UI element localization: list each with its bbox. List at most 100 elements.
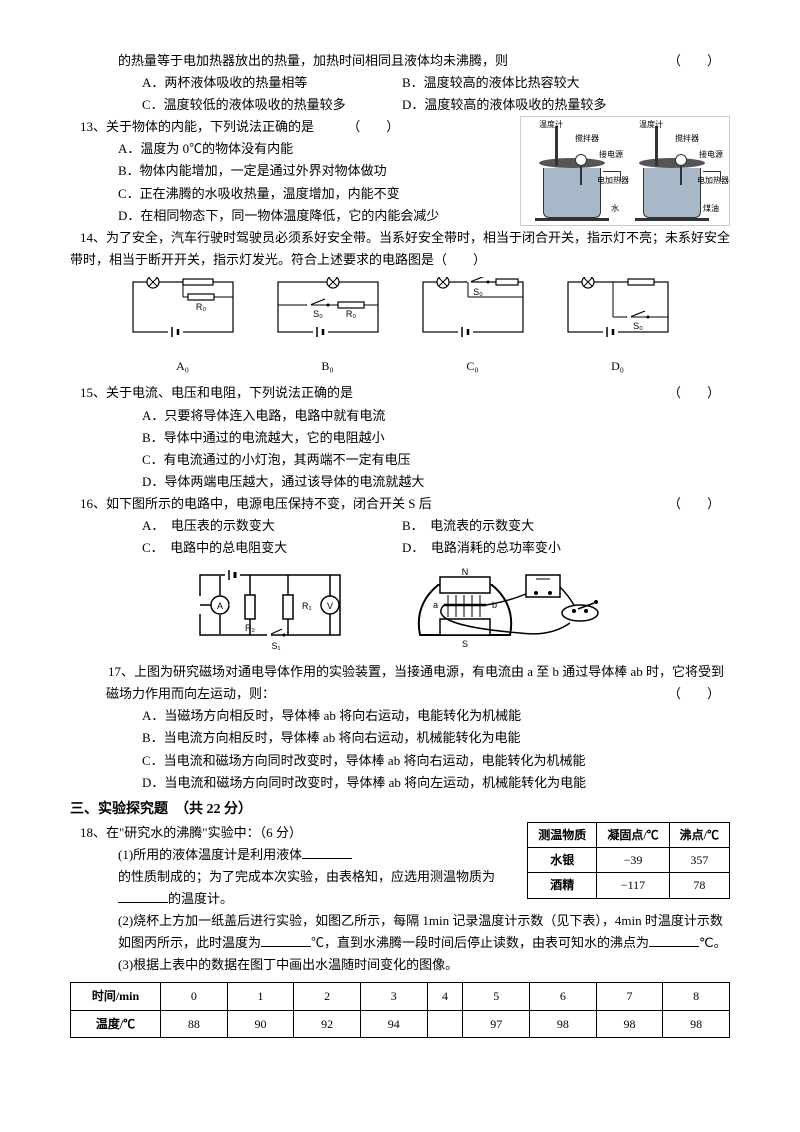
q17-opt-c: C．当电流和磁场方向同时改变时，导体棒 ab 将向右运动，电能转化为机械能 <box>70 750 730 772</box>
circuit-d: R₀ S₀ D₀ <box>563 277 673 376</box>
q18-p1a: (1)所用的液体温度计是利用液体 <box>118 847 302 862</box>
q14-num: 14、 <box>70 227 106 249</box>
t18b-v1: 90 <box>227 1010 294 1037</box>
svg-text:A: A <box>217 601 223 611</box>
svg-text:R₀: R₀ <box>635 277 645 278</box>
q17-paren: （ ） <box>668 683 730 705</box>
calorimeter-left: 温度计 搅拌器 接电源 电加热器 水 <box>525 121 619 221</box>
svg-text:N: N <box>462 567 469 577</box>
q18-p2b: ℃，直到水沸腾一段时间后停止读数，由表可知水的沸点为 <box>311 935 649 950</box>
t18b-t1: 1 <box>227 983 294 1010</box>
q15-opt-c: C．有电流通过的小灯泡，其两端不一定有电压 <box>70 449 730 471</box>
t18b-t7: 7 <box>596 983 663 1010</box>
t18b-h2: 温度/℃ <box>71 1010 161 1037</box>
q13-paren: （ ） <box>347 119 399 134</box>
q16-stem: 如下图所示的电路中，电源电压保持不变，闭合开关 S 后 <box>106 496 432 511</box>
svg-text:S₀: S₀ <box>313 309 323 319</box>
circuit-a: S₀ R₀ A₀ <box>128 277 238 376</box>
t18a-h1: 测温物质 <box>528 822 597 847</box>
q15-num: 15、 <box>70 382 106 404</box>
q18-p1c: 的温度计。 <box>168 891 233 906</box>
q16: 16、如下图所示的电路中，电源电压保持不变，闭合开关 S 后 （ ） <box>70 493 730 515</box>
t18b-t4: 4 <box>427 983 463 1010</box>
circuit-c: S₀ R₀ C₀ <box>418 277 528 376</box>
t18b-h1: 时间/min <box>71 983 161 1010</box>
svg-text:S₁: S₁ <box>271 641 280 651</box>
label-oil: 煤油 <box>703 205 719 213</box>
t18b-v6: 98 <box>530 1010 597 1037</box>
svg-text:R₀: R₀ <box>345 309 355 319</box>
q18: 测温物质 凝固点/℃ 沸点/℃ 水银 −39 357 酒精 −117 78 18… <box>70 822 730 977</box>
q17-opt-b: B．当电流方向相反时，导体棒 ab 将向右运动，机械能转化为电能 <box>70 727 730 749</box>
t18b-v0: 88 <box>161 1010 228 1037</box>
q13-num: 13、 <box>70 116 106 138</box>
q15-paren: （ ） <box>668 382 730 404</box>
q12-opt-d: D．温度较高的液体吸收的热量较多 <box>402 94 730 116</box>
t18a-r1c2: −39 <box>597 847 669 872</box>
circuit-c-label: C₀ <box>418 356 528 376</box>
q15-opt-d: D．导体两端电压越大，通过该导体的电流就越大 <box>70 471 730 493</box>
q17-stem: 上图为研究磁场对通电导体作用的实验装置，当接通电源，有电流由 a 至 b 通过导… <box>106 664 724 701</box>
q16-circuit: A R₂ R₁ S₁ V <box>190 565 350 655</box>
q18-p2c: ℃。 <box>699 935 727 950</box>
t18b-t3: 3 <box>360 983 427 1010</box>
circuit-a-label: A₀ <box>128 356 238 376</box>
q14-circuits: S₀ R₀ A₀ S₀ R₀ B₀ <box>70 271 730 382</box>
q12-opt-c: C．温度较低的液体吸收的热量较多 <box>142 94 402 116</box>
calorimeter-right: 温度计 搅拌器 接电源 电加热器 煤油 <box>625 121 719 221</box>
circuit-a-svg: S₀ R₀ <box>128 277 238 347</box>
label-power2: 接电源 <box>699 151 723 159</box>
q16-opt-d: D． 电路消耗的总功率变小 <box>402 537 730 559</box>
q12-text: 的热量等于电加热器放出的热量，加热时间相同且液体均未沸腾，则 <box>118 53 508 68</box>
t18b-t8: 8 <box>663 983 730 1010</box>
blank2[interactable] <box>118 890 168 903</box>
q12-stem-cont: 的热量等于电加热器放出的热量，加热时间相同且液体均未沸腾，则 （ ） <box>70 50 730 72</box>
q18-p1b: 的性质制成的；为了完成本次实验，由表格知，应选用测温物质为 <box>118 869 495 884</box>
q12-options-row1: A．两杯液体吸收的热量相等 B．温度较高的液体比热容较大 <box>70 72 730 94</box>
q18-stem: 在"研究水的沸腾"实验中：（6 分） <box>106 825 302 840</box>
q18-num: 18、 <box>70 822 106 844</box>
q17-opt-a: A．当磁场方向相反时，导体棒 ab 将向右运动，电能转化为机械能 <box>70 705 730 727</box>
t18b-v4 <box>427 1010 463 1037</box>
label-stir: 搅拌器 <box>575 135 599 143</box>
t18a-r2c1: 酒精 <box>528 873 597 898</box>
q16-opt-a: A． 电压表的示数变大 <box>142 515 402 537</box>
label-stir2: 搅拌器 <box>675 135 699 143</box>
circuit-b-svg: S₀ R₀ <box>273 277 383 347</box>
svg-text:V: V <box>327 601 333 611</box>
t18b-v8: 98 <box>663 1010 730 1037</box>
svg-text:S₀: S₀ <box>473 287 483 297</box>
svg-text:R₀: R₀ <box>195 302 205 312</box>
q12-opt-b: B．温度较高的液体比热容较大 <box>402 72 730 94</box>
t18b-row-time: 时间/min 0 1 2 3 4 5 6 7 8 <box>71 983 730 1010</box>
t18b-t5: 5 <box>463 983 530 1010</box>
t18a-r1c3: 357 <box>669 847 729 872</box>
t18a-r1c1: 水银 <box>528 847 597 872</box>
circuit-c-svg: S₀ R₀ <box>418 277 528 347</box>
t18a-h2: 凝固点/℃ <box>597 822 669 847</box>
section3-title: 三、实验探究题 （共 22 分） <box>70 798 730 822</box>
label-power: 接电源 <box>599 151 623 159</box>
q17-apparatus: N S a b <box>410 565 610 655</box>
q13-stem: 关于物体的内能，下列说法正确的是 <box>106 119 314 134</box>
circuit-d-label: D₀ <box>563 356 673 376</box>
circuit-b-label: B₀ <box>273 356 383 376</box>
t18b-row-temp: 温度/℃ 88 90 92 94 97 98 98 98 <box>71 1010 730 1037</box>
svg-text:S: S <box>462 639 468 649</box>
q12-paren: （ ） <box>668 50 730 72</box>
t18b-v2: 92 <box>294 1010 361 1037</box>
blank1[interactable] <box>302 846 352 859</box>
q16-opt-c: C． 电路中的总电阻变大 <box>142 537 402 559</box>
svg-text:R₁: R₁ <box>302 601 312 611</box>
svg-text:R₀: R₀ <box>501 277 511 278</box>
svg-text:a: a <box>433 600 438 610</box>
label-thermo: 温度计 <box>539 121 563 129</box>
q18-p2: (2)烧杯上方加一纸盖后进行实验，如图乙所示，每隔 1min 记录温度计示数（见… <box>70 910 730 954</box>
table-thermo-materials: 测温物质 凝固点/℃ 沸点/℃ 水银 −39 357 酒精 −117 78 <box>527 822 730 899</box>
q18-p3: (3)根据上表中的数据在图丁中画出水温随时间变化的图像。 <box>70 954 730 976</box>
q15-opt-a: A．只要将导体连入电路，电路中就有电流 <box>70 405 730 427</box>
t18b-t0: 0 <box>161 983 228 1010</box>
t18a-r2c3: 78 <box>669 873 729 898</box>
blank4[interactable] <box>649 934 699 947</box>
blank3[interactable] <box>261 934 311 947</box>
